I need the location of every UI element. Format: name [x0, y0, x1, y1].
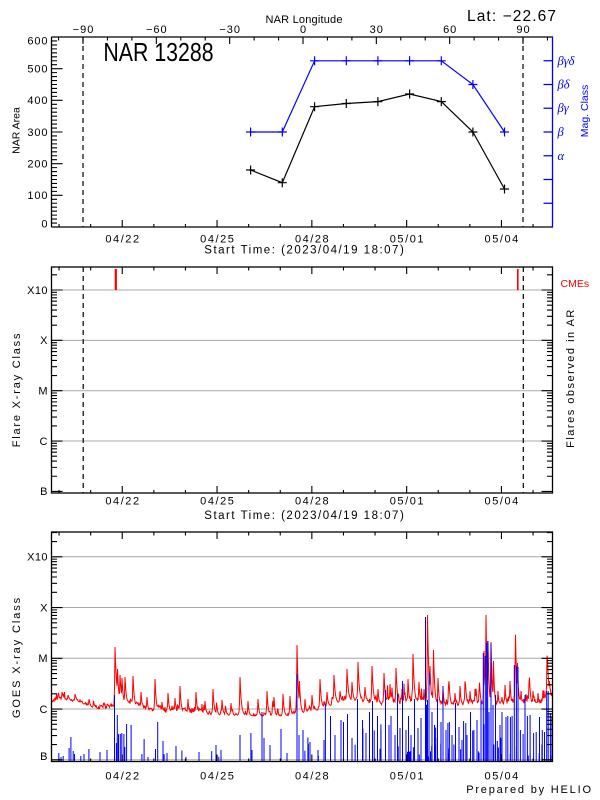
svg-text:05/01: 05/01	[390, 234, 425, 246]
svg-text:05/01: 05/01	[390, 771, 425, 783]
svg-text:05/04: 05/04	[485, 496, 520, 508]
svg-text:Lat: −22.67: Lat: −22.67	[467, 8, 557, 25]
svg-text:β: β	[557, 125, 565, 139]
svg-text:CMEs: CMEs	[561, 278, 590, 290]
svg-text:B: B	[40, 486, 48, 498]
svg-text:GOES X-ray Class: GOES X-ray Class	[11, 596, 23, 718]
svg-text:−60: −60	[146, 24, 168, 36]
svg-text:X10: X10	[27, 285, 48, 297]
svg-text:04/28: 04/28	[295, 234, 330, 246]
svg-text:0: 0	[41, 218, 48, 230]
svg-text:NAR Longitude: NAR Longitude	[265, 14, 342, 26]
svg-text:04/22: 04/22	[105, 234, 140, 246]
svg-text:04/25: 04/25	[200, 234, 235, 246]
svg-text:NAR 13288: NAR 13288	[103, 38, 213, 68]
svg-text:M: M	[38, 386, 48, 398]
svg-text:500: 500	[27, 64, 48, 76]
svg-text:−90: −90	[73, 24, 95, 36]
svg-text:βγδ: βγδ	[557, 54, 575, 68]
svg-text:Flare X-ray Class: Flare X-ray Class	[11, 332, 23, 448]
svg-text:100: 100	[27, 190, 48, 202]
svg-text:C: C	[40, 704, 48, 716]
svg-text:04/28: 04/28	[295, 496, 330, 508]
svg-text:X: X	[40, 602, 48, 614]
svg-text:30: 30	[370, 24, 384, 36]
svg-text:C: C	[40, 436, 48, 448]
svg-text:X10: X10	[27, 552, 48, 564]
svg-text:Mag. Class: Mag. Class	[579, 85, 591, 138]
svg-text:X: X	[40, 335, 48, 347]
svg-text:600: 600	[27, 35, 48, 47]
svg-text:05/04: 05/04	[485, 234, 520, 246]
svg-text:0: 0	[300, 24, 307, 36]
svg-text:NAR Area: NAR Area	[11, 107, 23, 154]
svg-text:04/25: 04/25	[200, 771, 235, 783]
svg-text:90: 90	[516, 24, 530, 36]
svg-text:βγ: βγ	[557, 101, 570, 115]
svg-text:−30: −30	[219, 24, 241, 36]
svg-text:βδ: βδ	[557, 78, 570, 92]
svg-text:04/28: 04/28	[295, 771, 330, 783]
svg-text:Start Time: (2023/04/19 18:07): Start Time: (2023/04/19 18:07)	[204, 510, 405, 522]
svg-text:300: 300	[27, 127, 48, 139]
svg-text:05/01: 05/01	[390, 496, 425, 508]
svg-text:05/04: 05/04	[485, 771, 520, 783]
svg-text:400: 400	[27, 95, 48, 107]
svg-text:04/25: 04/25	[200, 496, 235, 508]
svg-text:04/22: 04/22	[105, 771, 140, 783]
svg-text:Flares observed in AR: Flares observed in AR	[565, 308, 577, 448]
svg-text:Start Time: (2023/04/19 18:07): Start Time: (2023/04/19 18:07)	[204, 245, 405, 257]
svg-text:04/22: 04/22	[105, 496, 140, 508]
svg-text:M: M	[38, 653, 48, 665]
svg-text:B: B	[40, 751, 48, 763]
svg-text:200: 200	[27, 159, 48, 171]
svg-text:60: 60	[443, 24, 457, 36]
svg-text:Prepared by HELIO: Prepared by HELIO	[466, 784, 593, 796]
svg-text:α: α	[558, 149, 565, 163]
